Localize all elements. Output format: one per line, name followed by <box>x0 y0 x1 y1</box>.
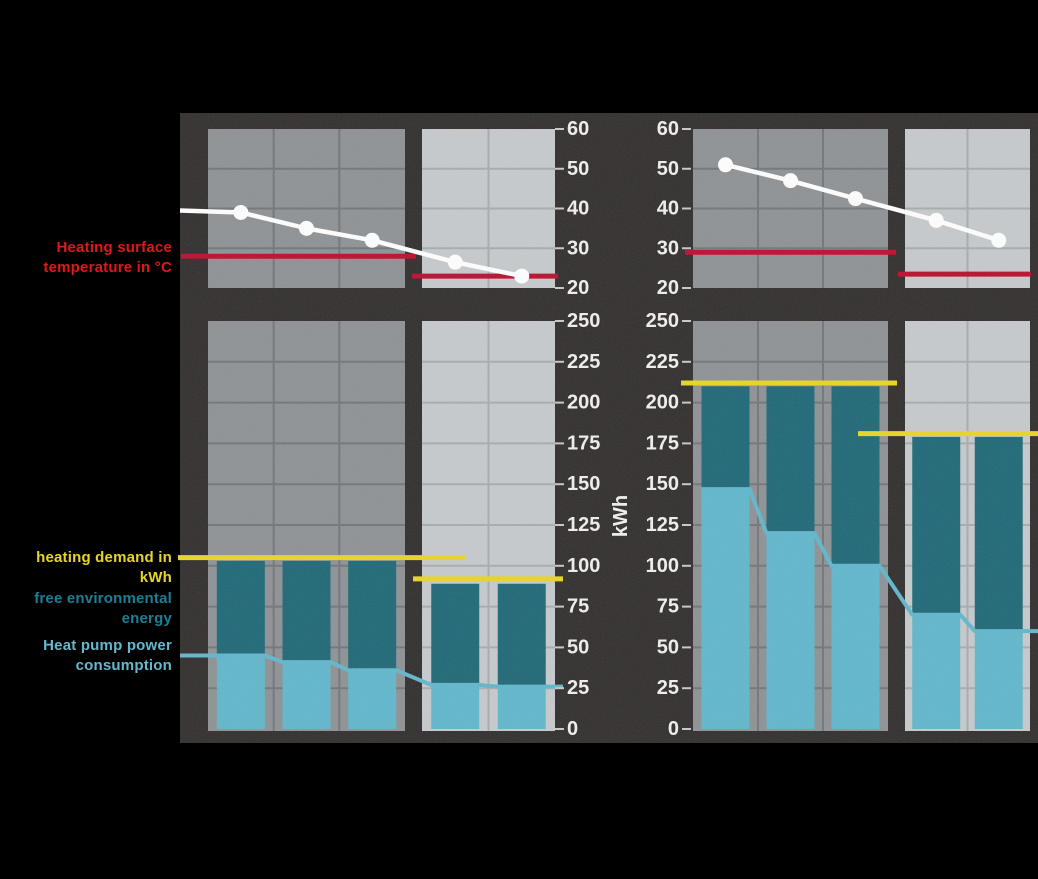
temperature-axis-tick-label: 60 <box>567 118 589 140</box>
axis-unit-label: kWh <box>610 495 632 537</box>
grain-texture <box>180 113 1038 743</box>
temperature-axis-tick-label: 60 <box>657 118 679 140</box>
legend-line: Heating surface <box>56 239 172 256</box>
energy-axis-tick-label: 175 <box>567 432 600 454</box>
energy-axis-tick-label: 200 <box>646 392 679 414</box>
temperature-axis-tick-label: 30 <box>657 237 679 259</box>
energy-axis-tick-label: 225 <box>646 351 679 373</box>
temperature-axis-tick-label: 20 <box>567 277 589 299</box>
energy-axis-tick-label: 0 <box>668 718 679 740</box>
legend-line: free environmental <box>34 590 172 607</box>
legend-line: energy <box>121 610 172 627</box>
energy-axis-tick-label: 100 <box>567 555 600 577</box>
legend-line: heating demand in kWh <box>36 549 172 586</box>
energy-axis-tick-label: 0 <box>567 718 578 740</box>
legend-free-environmental-energy: free environmental energy <box>0 589 172 629</box>
energy-axis-tick-label: 200 <box>567 392 600 414</box>
energy-axis-tick-label: 25 <box>657 677 679 699</box>
temperature-axis-tick-label: 40 <box>657 198 679 220</box>
temperature-axis-tick-label: 20 <box>657 277 679 299</box>
legend-heating-demand: heating demand in kWh <box>0 548 172 588</box>
energy-axis-tick-label: 75 <box>567 596 589 618</box>
legend-heat-pump-consumption: Heat pump power consumption <box>0 636 172 676</box>
energy-axis-tick-label: 75 <box>657 596 679 618</box>
energy-axis-tick-label: 250 <box>567 310 600 332</box>
legend-line: consumption <box>75 657 172 674</box>
legend-line: Heat pump power <box>43 637 172 654</box>
energy-axis-tick-label: 25 <box>567 677 589 699</box>
energy-axis-tick-label: 250 <box>646 310 679 332</box>
energy-axis-tick-label: 125 <box>646 514 679 536</box>
energy-axis-tick-label: 50 <box>657 636 679 658</box>
energy-axis-tick-label: 150 <box>646 473 679 495</box>
energy-axis-tick-label: 175 <box>646 432 679 454</box>
temperature-axis-tick-label: 30 <box>567 237 589 259</box>
legend-heating-surface-temperature: Heating surface temperature in °C <box>0 238 172 278</box>
temperature-axis-tick-label: 50 <box>567 158 589 180</box>
energy-axis-tick-label: 100 <box>646 555 679 577</box>
legend-line: temperature in °C <box>43 259 172 276</box>
energy-axis-tick-label: 50 <box>567 636 589 658</box>
energy-axis-tick-label: 225 <box>567 351 600 373</box>
temperature-axis-tick-label: 50 <box>657 158 679 180</box>
energy-axis-tick-label: 150 <box>567 473 600 495</box>
temperature-axis-tick-label: 40 <box>567 198 589 220</box>
energy-axis-tick-label: 125 <box>567 514 600 536</box>
